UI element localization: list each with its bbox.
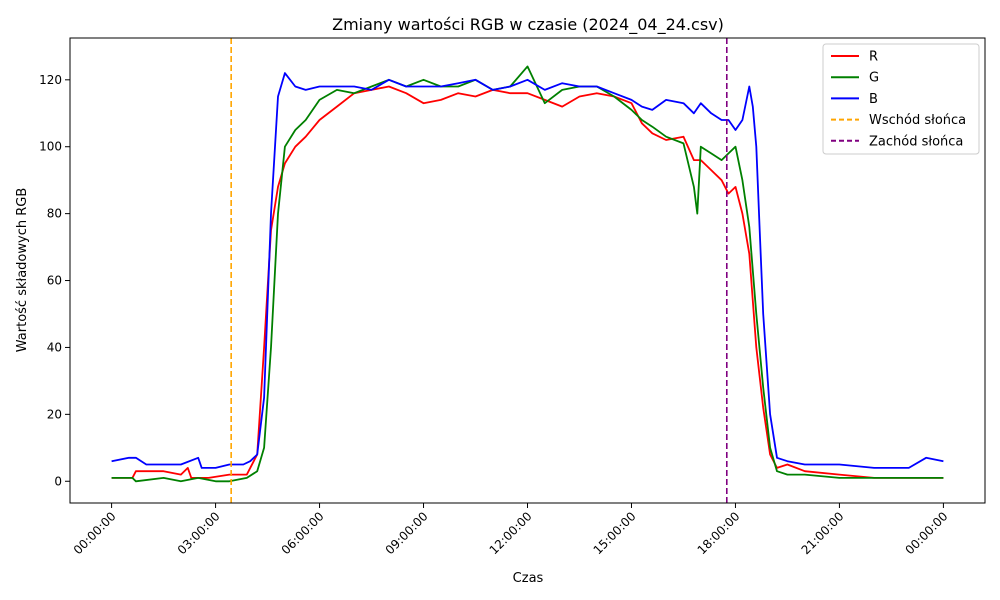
y-tick-label: 40 xyxy=(47,340,62,354)
x-tick-label: 18:00:00 xyxy=(695,509,743,557)
legend-label: G xyxy=(869,71,879,86)
y-tick-label: 20 xyxy=(47,407,62,421)
legend: RGB Wschód słońca Zachód słońca xyxy=(822,43,980,155)
y-tick-label: 80 xyxy=(47,207,62,221)
y-tick-label: 0 xyxy=(54,474,62,488)
series-line-b xyxy=(111,72,944,469)
legend-box xyxy=(822,43,980,155)
y-tick-label: 120 xyxy=(39,73,62,87)
x-tick-label: 15:00:00 xyxy=(591,509,639,557)
series-line-g xyxy=(111,65,944,483)
y-tick-label: 60 xyxy=(47,274,62,288)
x-tick-label: 09:00:00 xyxy=(383,509,431,557)
x-tick-label: 06:00:00 xyxy=(279,509,327,557)
legend-label: Zachód słońca xyxy=(869,134,963,149)
x-tick-label: 03:00:00 xyxy=(175,509,223,557)
x-tick-label: 21:00:00 xyxy=(799,509,847,557)
y-tick-label: 100 xyxy=(39,140,62,154)
legend-label: R xyxy=(869,50,878,65)
x-tick-label: 12:00:00 xyxy=(487,509,535,557)
x-tick-label: 00:00:00 xyxy=(903,509,951,557)
series-line-r xyxy=(111,85,944,479)
chart-title: Zmiany wartości RGB w czasie (2024_04_24… xyxy=(332,15,724,35)
legend-label: Wschód słońca xyxy=(869,113,966,128)
legend-label: B xyxy=(869,92,878,107)
plot-area xyxy=(111,38,944,503)
x-axis-label: Czas xyxy=(513,571,544,586)
x-tick-label: 00:00:00 xyxy=(71,509,119,557)
y-axis-label: Wartość składowych RGB xyxy=(15,188,30,352)
